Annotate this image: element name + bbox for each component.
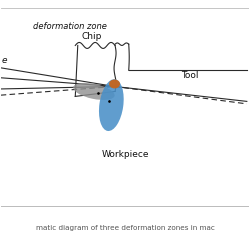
Ellipse shape (99, 79, 124, 131)
Text: e: e (2, 56, 8, 65)
Ellipse shape (109, 80, 120, 88)
Text: deformation zone: deformation zone (33, 22, 107, 31)
Text: matic diagram of three deformation zones in mac: matic diagram of three deformation zones… (36, 225, 214, 231)
Text: Tool: Tool (181, 71, 198, 80)
Ellipse shape (73, 83, 115, 100)
Text: Workpiece: Workpiece (101, 150, 149, 159)
Text: Chip: Chip (81, 32, 102, 41)
